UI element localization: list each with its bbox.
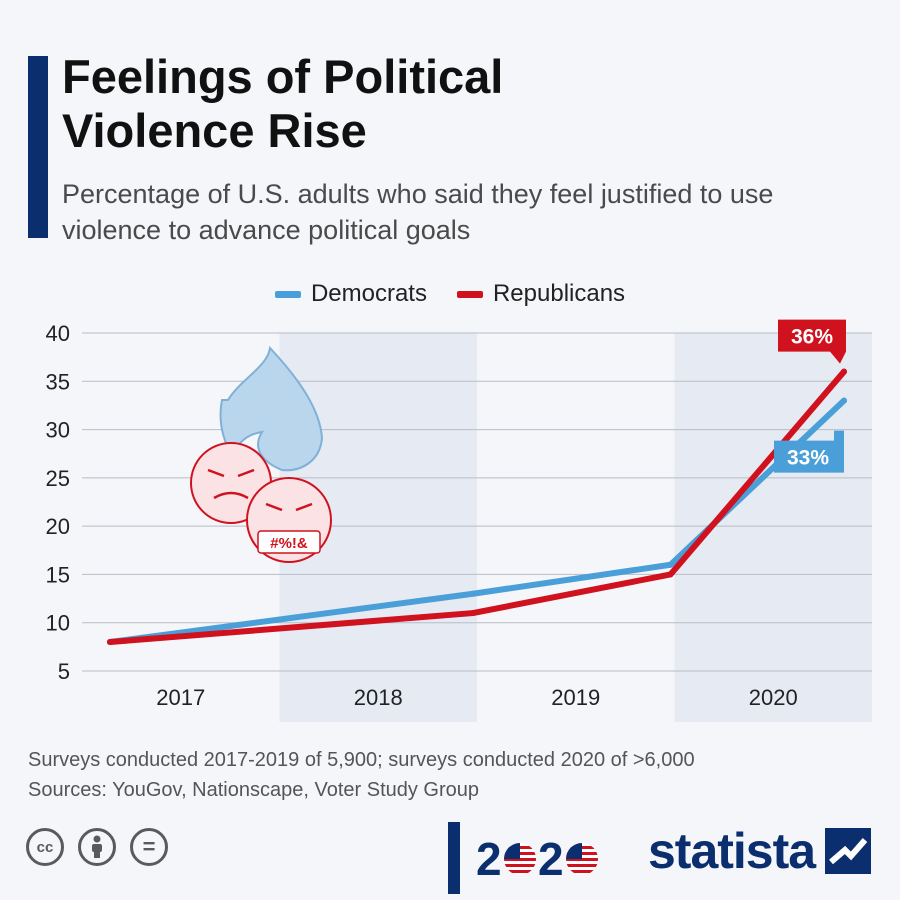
- data-point-republicans: [841, 368, 847, 375]
- cursing-face-mouth: [257, 530, 321, 554]
- x-tick-label: 2018: [354, 685, 403, 710]
- statista-wordmark: statista: [648, 823, 816, 879]
- statista-mark-icon: [825, 828, 872, 874]
- y-tick-label: 10: [46, 611, 70, 636]
- data-point-republicans: [667, 571, 674, 578]
- title-accent-bar: [28, 56, 48, 238]
- nd-icon-text: =: [142, 834, 156, 859]
- legend-label-democrats: Democrats: [310, 280, 427, 307]
- cursing-face-eyes: [265, 502, 313, 512]
- data-point-republicans: [107, 639, 113, 646]
- data-point-republicans: [470, 610, 476, 617]
- data-point-democrats: [470, 590, 476, 597]
- legend-item-democrats: Democrats: [274, 280, 427, 308]
- cursing-symbols: #%!&: [270, 535, 308, 552]
- legend-swatch-democrats: [274, 290, 301, 298]
- data-point-democrats: [667, 561, 674, 568]
- chart-legend: Democrats Republicans: [0, 280, 900, 308]
- y-tick-label: 15: [46, 562, 70, 587]
- statista-logo: statista: [648, 822, 872, 880]
- y-tick-label: 25: [46, 466, 70, 491]
- republicans-end-label-box: [778, 319, 846, 364]
- logo-navy-bar: [448, 822, 460, 894]
- license-icons: cc =: [26, 828, 168, 866]
- legend-swatch-republicans: [456, 290, 483, 298]
- democrats-end-label-box: [774, 430, 844, 473]
- democrats-end-label: 33%: [787, 447, 829, 470]
- y-tick-label: 5: [58, 659, 70, 684]
- x-tick-label: 2019: [551, 685, 600, 710]
- y-tick-label: 30: [46, 418, 70, 443]
- angry-face-features: [207, 468, 255, 500]
- no-derivatives-icon: =: [130, 828, 168, 866]
- series-line-republicans: [107, 368, 847, 646]
- republicans-end-label: 36%: [791, 326, 833, 349]
- flag-2020-icon: 2 2: [476, 833, 598, 885]
- chart-subtitle: Percentage of U.S. adults who said they …: [62, 179, 774, 245]
- legend-label-republicans: Republicans: [492, 280, 626, 307]
- data-point-democrats: [841, 397, 847, 404]
- attribution-person-icon: [78, 828, 116, 866]
- svg-text:2: 2: [538, 833, 564, 885]
- y-tick-label: 35: [46, 369, 70, 394]
- footnote-sources: Sources: YouGov, Nationscape, Voter Stud…: [28, 779, 480, 801]
- svg-text:2: 2: [476, 833, 502, 885]
- x-tick-label: 2020: [749, 685, 798, 710]
- column-band-2020: [674, 333, 872, 722]
- person-glyph: [92, 835, 102, 858]
- chart-title: Feelings of Political Violence Rise: [62, 50, 503, 158]
- title-line-1: Feelings of Political: [62, 50, 504, 103]
- legend-item-republicans: Republicans: [456, 280, 626, 308]
- x-tick-label: 2017: [156, 685, 205, 710]
- creative-commons-icon: cc: [26, 828, 64, 866]
- election-2020-logo: 2 2: [448, 822, 606, 894]
- angry-faces-illustration: #%!&: [190, 345, 332, 563]
- flame-icon: [219, 345, 324, 472]
- line-chart: 40 35 30 25 20 15 10 5 2017 2018 2019 2020 #%!& 36% 33…: [46, 319, 872, 722]
- cc-icon-text: cc: [36, 838, 54, 856]
- footnote-survey-note: Surveys conducted 2017-2019 of 5,900; su…: [28, 749, 695, 771]
- title-line-2: Violence Rise: [62, 104, 367, 157]
- series-line-democrats: [107, 397, 847, 646]
- footnote: Surveys conducted 2017-2019 of 5,900; su…: [28, 745, 695, 805]
- y-tick-label: 20: [46, 514, 70, 539]
- y-tick-label: 40: [46, 321, 70, 346]
